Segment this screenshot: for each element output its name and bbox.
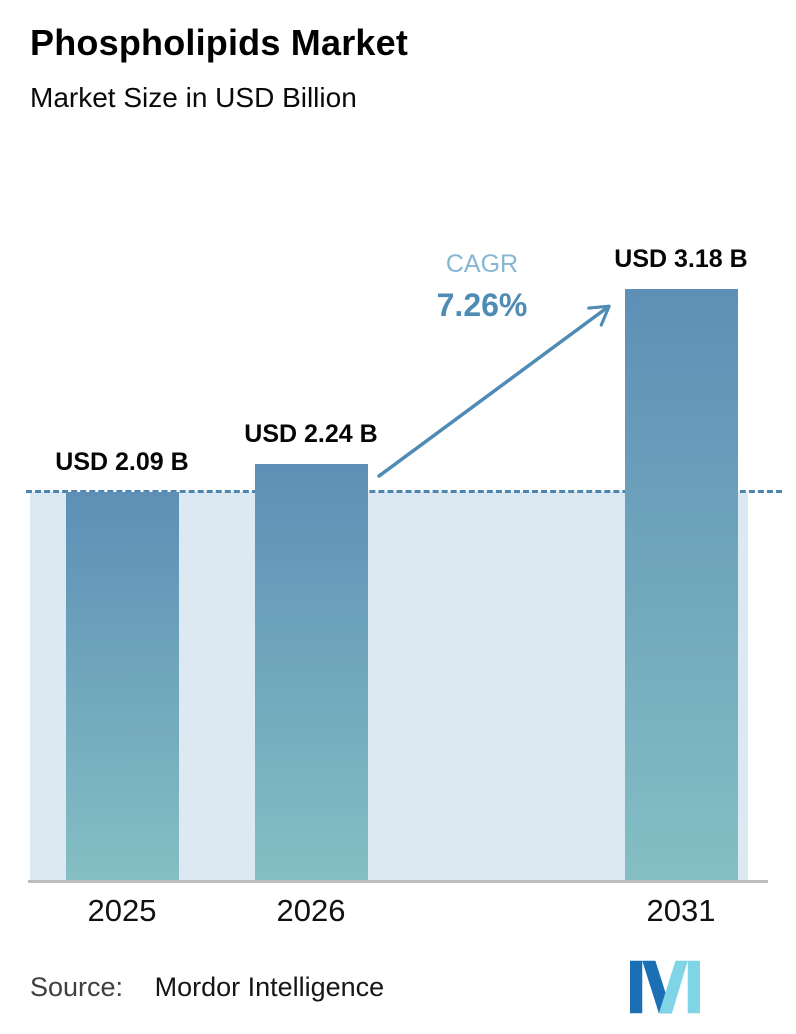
bar-2025 [65,492,179,882]
page-subtitle: Market Size in USD Billion [30,82,357,113]
cagr-annotation: CAGR 7.26% [392,250,572,324]
source-value: Mordor Intelligence [154,972,385,1002]
page-title: Phospholipids Market [30,22,409,63]
source-line: Source: Mordor Intelligence [30,972,384,1003]
x-axis-line [28,880,768,883]
bar-value-label-2031: USD 3.18 B [614,244,748,273]
cagr-label: CAGR [445,250,519,278]
baseline-dashed-line [26,490,782,493]
source-label: Source: [30,972,124,1002]
bar-2026 [254,464,368,882]
x-tick-label-2026: 2026 [276,893,346,928]
cagr-value: 7.26% [436,287,528,323]
bar-2031 [624,288,738,882]
x-tick-label-2025: 2025 [87,893,157,928]
bar-value-label-2026: USD 2.24 B [244,420,378,448]
x-tick-label-2031: 2031 [646,893,716,928]
bar-value-label-2025: USD 2.09 B [55,448,189,476]
mordor-intelligence-logo [630,960,700,1014]
